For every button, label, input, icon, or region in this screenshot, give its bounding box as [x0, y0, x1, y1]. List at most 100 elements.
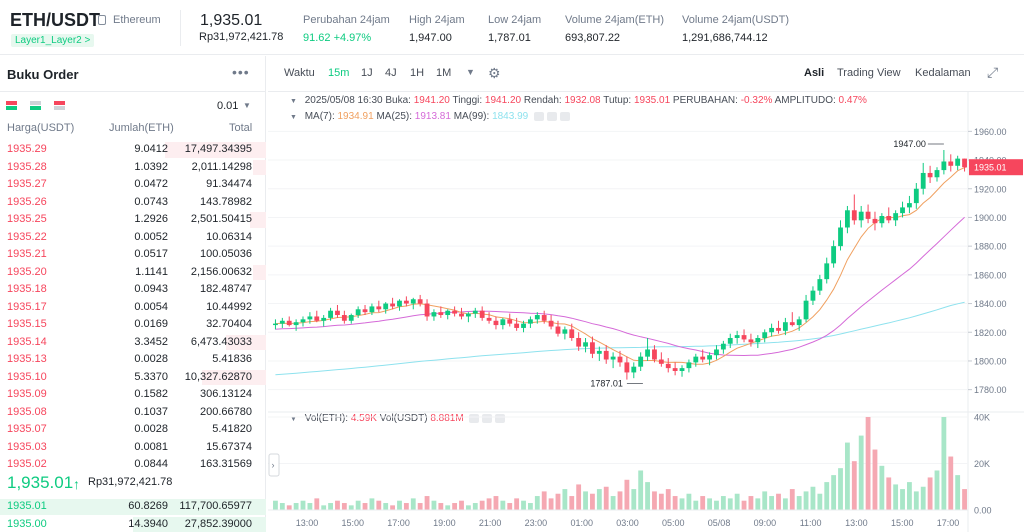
interval-1j[interactable]: 1J	[361, 67, 373, 79]
candle-body	[927, 172, 933, 178]
order-price: 1935.26	[7, 195, 47, 208]
low-label: Rendah:	[523, 95, 562, 106]
column-header-total: Total	[229, 122, 253, 134]
candle-body	[617, 356, 623, 363]
order-row[interactable]: 1935.01 60.8269 117,700.65977	[0, 498, 266, 516]
amplitude-value: 0.47%	[838, 95, 867, 106]
header-price: 1,935.01	[200, 12, 263, 29]
ma7-label: MA(7):	[304, 111, 335, 122]
volume-bar	[796, 496, 802, 510]
order-price: 1935.07	[7, 423, 47, 435]
close-icon[interactable]	[495, 413, 506, 423]
volume-bar	[776, 493, 781, 510]
volume-bar	[858, 435, 864, 510]
candle-body	[521, 323, 526, 328]
eye-icon[interactable]	[534, 111, 544, 121]
order-amount: 0.0054	[134, 300, 168, 313]
order-row[interactable]: 1935.29 9.0412 17,497.34395	[0, 141, 266, 159]
volume-bar	[514, 498, 520, 510]
order-row[interactable]: 1935.13 0.0028 5.41836	[0, 351, 266, 369]
volume-bar	[734, 493, 740, 510]
order-total: 5.41820	[212, 423, 252, 435]
volume-bar	[782, 498, 788, 510]
order-row[interactable]: 1935.10 5.3370 10,327.62870	[0, 369, 266, 387]
order-row[interactable]: 1935.15 0.0169 32.70404	[0, 316, 266, 334]
y-tick-label: 1820.00	[974, 328, 1007, 338]
volume-bar	[300, 500, 306, 510]
volume-bar	[314, 498, 320, 510]
order-row[interactable]: 1935.08 0.1037 200.66780	[0, 404, 266, 422]
x-tick-label: 01:00	[570, 518, 593, 528]
volume-bar	[817, 493, 823, 510]
tick-size-select[interactable]: 0.01	[217, 100, 239, 112]
settings-icon[interactable]	[547, 111, 557, 121]
candle-body	[886, 216, 892, 221]
fullscreen-icon[interactable]: ⤢	[987, 64, 999, 80]
volume-bar	[479, 500, 485, 510]
collapse-caret-icon[interactable]: ▼	[290, 416, 297, 423]
close-icon[interactable]	[560, 111, 570, 121]
order-row[interactable]: 1935.18 0.0943 182.48747	[0, 281, 266, 299]
order-row[interactable]: 1935.02 0.0844 163.31569	[0, 456, 266, 474]
candle-body	[955, 158, 961, 166]
more-options-icon[interactable]: •••	[232, 64, 250, 80]
volume-bar	[941, 417, 947, 510]
volume-bar	[645, 482, 650, 510]
order-row[interactable]: 1935.25 1.2926 2,501.50415	[0, 211, 266, 229]
order-row[interactable]: 1935.09 0.1582 306.13124	[0, 386, 266, 404]
order-row[interactable]: 1935.14 3.3452 6,473.43033	[0, 334, 266, 352]
eye-icon[interactable]	[469, 413, 480, 423]
order-row[interactable]: 1935.26 0.0743 143.78982	[0, 194, 266, 212]
category-tag[interactable]: Layer1_Layer2 >	[11, 34, 95, 47]
volume-bar	[286, 505, 292, 510]
view-trading-view[interactable]: Trading View	[837, 67, 901, 79]
order-row[interactable]: 1935.20 1.1141 2,156.00632	[0, 264, 266, 282]
interval-1m[interactable]: 1M	[436, 67, 452, 79]
order-row[interactable]: 1935.28 1.0392 2,011.14298	[0, 159, 266, 177]
order-row[interactable]: 1935.27 0.0472 91.34474	[0, 176, 266, 194]
view-original[interactable]: Asli	[804, 67, 825, 79]
volume-bar	[541, 491, 547, 510]
chevron-down-icon[interactable]: ▼	[243, 101, 251, 110]
stat-label: High 24jam	[409, 14, 465, 26]
view-depth[interactable]: Kedalaman	[915, 67, 971, 79]
order-row[interactable]: 1935.03 0.0081 15.67374	[0, 439, 266, 457]
volume-bar	[369, 498, 375, 510]
bids-only-view-icon[interactable]	[30, 101, 41, 111]
depth-bar	[0, 499, 266, 515]
stat-change: Perubahan 24jam 91.62 +4.97%	[303, 14, 390, 44]
order-row[interactable]: 1935.17 0.0054 10.44992	[0, 299, 266, 317]
candles	[273, 150, 967, 380]
symbol-title[interactable]: ETH/USDT	[10, 10, 100, 30]
asks-only-view-icon[interactable]	[54, 101, 65, 111]
chevron-left-icon: ›	[272, 460, 275, 470]
document-icon[interactable]	[98, 15, 106, 25]
interval-1h[interactable]: 1H	[410, 67, 425, 79]
order-row[interactable]: 1935.21 0.0517 100.05036	[0, 246, 266, 264]
order-row[interactable]: 1935.00 14.3940 27,852.39000	[0, 516, 266, 532]
order-price: 1935.13	[7, 353, 47, 365]
candle-body	[314, 316, 320, 321]
both-sides-view-icon[interactable]	[6, 101, 17, 111]
volume-bar	[810, 486, 816, 510]
candle-body	[321, 317, 327, 321]
interval-4j[interactable]: 4J	[385, 67, 397, 79]
y-tick-label: 1900.00	[974, 213, 1007, 223]
interval-15m[interactable]: 15m	[328, 67, 350, 79]
candle-body	[631, 366, 637, 373]
settings-icon[interactable]	[482, 413, 493, 423]
stat-value: 91.62 +4.97%	[303, 32, 372, 44]
volume-bar	[273, 500, 278, 510]
order-row[interactable]: 1935.22 0.0052 10.06314	[0, 229, 266, 247]
more-intervals-caret-icon[interactable]: ▼	[466, 67, 475, 77]
volume-bar	[755, 498, 761, 510]
depth-bar	[252, 264, 266, 280]
settings-gear-icon[interactable]: ⚙	[488, 65, 501, 81]
depth-bar	[226, 334, 266, 350]
collapse-caret-icon[interactable]: ▼	[290, 98, 297, 105]
order-total: 2,011.14298	[191, 160, 252, 173]
candle-body	[948, 161, 954, 166]
price-chart[interactable]: 1960.001940.001920.001900.001880.001860.…	[268, 92, 1024, 532]
collapse-caret-icon[interactable]: ▼	[290, 114, 297, 121]
order-row[interactable]: 1935.07 0.0028 5.41820	[0, 421, 266, 439]
